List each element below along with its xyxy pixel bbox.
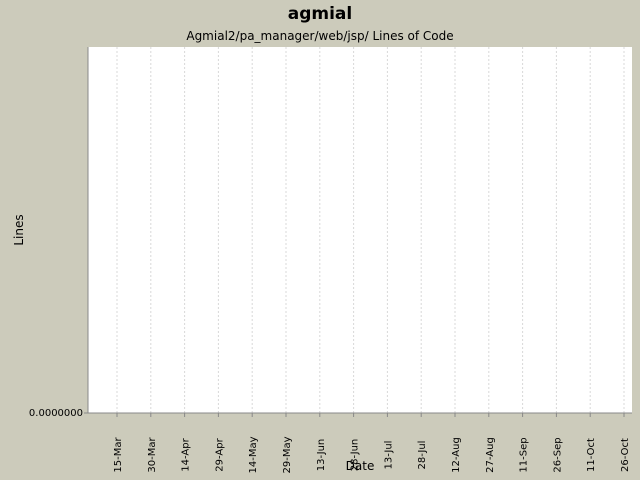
chart-subtitle: Agmial2/pa_manager/web/jsp/ Lines of Cod… <box>186 29 454 43</box>
x-tick-label: 11-Sep <box>519 437 530 472</box>
x-tick-label: 14-May <box>248 436 259 473</box>
grid-lines <box>116 47 625 413</box>
x-tick-label: 26-Oct <box>620 438 631 472</box>
chart-title: agmial <box>287 4 353 24</box>
x-tick-label: 30-Mar <box>147 437 158 473</box>
x-tick-label: 27-Aug <box>485 437 496 473</box>
x-axis-label: Date <box>346 459 375 473</box>
y-axis-label: Lines <box>12 214 26 245</box>
x-tick-label: 28-Jul <box>417 441 428 470</box>
x-tick-label: 29-May <box>282 436 293 473</box>
x-tick-label: 29-Apr <box>214 437 225 471</box>
x-tick-label: 13-Jul <box>383 441 394 470</box>
plot-area <box>88 47 632 413</box>
x-tick-label: 15-Mar <box>113 437 124 473</box>
y-axis-ticks: 0.0000000 <box>29 408 88 419</box>
x-tick-label: 11-Oct <box>586 438 597 472</box>
x-tick-label: 28-Jun <box>350 439 361 472</box>
x-tick-label: 14-Apr <box>181 437 192 471</box>
x-tick-label: 12-Aug <box>451 437 462 473</box>
x-tick-label: 26-Sep <box>552 437 563 472</box>
y-tick-label: 0.0000000 <box>29 408 83 419</box>
x-tick-label: 13-Jun <box>316 439 327 472</box>
x-axis-ticks: 15-Mar 30-Mar 14-Apr 29-Apr 14-May 29-May 13-J… <box>113 413 631 474</box>
